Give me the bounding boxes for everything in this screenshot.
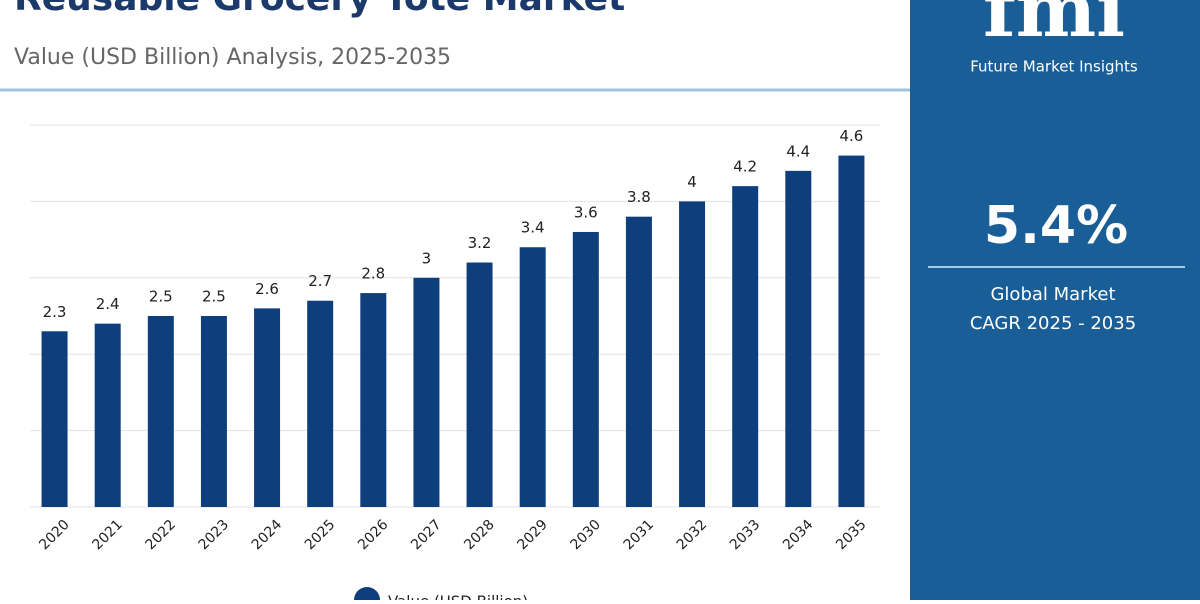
bar	[254, 308, 281, 507]
data-label: 4	[687, 173, 697, 191]
x-tick-label: 2027	[408, 517, 445, 554]
bar	[466, 262, 493, 507]
bar	[732, 186, 759, 507]
bar	[679, 201, 706, 507]
x-tick-label: 2035	[833, 517, 870, 554]
x-tick-label: 2026	[355, 517, 392, 554]
x-tick-label: 2034	[780, 517, 817, 554]
x-tick-label: 2028	[461, 517, 498, 554]
data-label: 3.8	[627, 188, 651, 206]
bar	[413, 277, 440, 507]
bar	[307, 300, 334, 507]
x-tick-label: 2030	[568, 517, 605, 554]
bar	[572, 231, 599, 507]
cagr-caption: Global Market	[990, 284, 1115, 305]
x-tick-label: 2023	[196, 517, 233, 554]
data-label: 4.4	[786, 142, 810, 160]
bar	[519, 247, 546, 508]
data-label: 2.8	[361, 265, 385, 283]
data-label: 3.6	[574, 203, 598, 221]
bar	[200, 316, 227, 507]
cagr-value: 5.4%	[984, 196, 1128, 256]
x-tick-label: 2029	[514, 517, 551, 554]
data-label: 2.4	[96, 295, 120, 313]
x-tick-label: 2021	[89, 517, 126, 554]
brand: Future Market Insights	[970, 58, 1138, 76]
x-tick-label: 2020	[36, 517, 73, 554]
data-label: 2.5	[202, 288, 226, 306]
x-tick-label: 2022	[143, 517, 180, 554]
bar	[838, 155, 865, 507]
bar	[41, 331, 68, 507]
x-tick-label: 2031	[621, 517, 658, 554]
bar	[360, 293, 387, 507]
bar	[785, 170, 812, 507]
bar	[94, 323, 121, 507]
chart-subtitle: Value (USD Billion) Analysis, 2025-2035	[14, 45, 451, 70]
bar	[625, 216, 652, 507]
data-label: 2.6	[255, 280, 279, 298]
x-tick-label: 2025	[302, 517, 339, 554]
data-label: 2.7	[308, 272, 332, 290]
data-label: 4.2	[733, 158, 757, 176]
data-label: 3	[422, 249, 432, 267]
data-label: 2.3	[43, 303, 67, 321]
x-tick-label: 2024	[249, 517, 286, 554]
legend-label: Value (USD Billion)	[388, 593, 528, 601]
bar	[147, 316, 174, 507]
legend-marker	[354, 587, 380, 604]
data-label: 2.5	[149, 288, 173, 306]
sidebar	[910, 0, 1200, 600]
x-tick-label: 2032	[674, 517, 711, 554]
chart-title: Reusable Grocery Tote Market	[14, 0, 625, 19]
cagr-caption: CAGR 2025 - 2035	[970, 313, 1136, 334]
data-label: 3.2	[468, 234, 492, 252]
data-label: 4.6	[840, 127, 864, 145]
x-tick-label: 2033	[727, 517, 764, 554]
logo: fmi	[983, 0, 1125, 54]
data-label: 3.4	[521, 219, 545, 237]
